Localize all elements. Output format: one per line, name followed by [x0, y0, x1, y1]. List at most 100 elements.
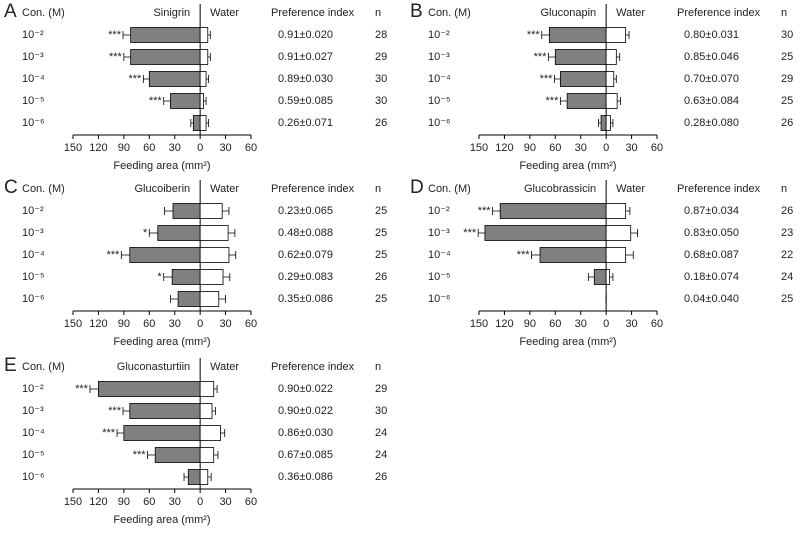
preference-index: 0.28±0.080	[684, 117, 739, 129]
x-tick-label: 30	[169, 496, 181, 508]
bar	[171, 269, 201, 285]
error-bar	[120, 251, 130, 259]
bar	[199, 269, 224, 285]
pi-header: Preference index	[271, 183, 355, 195]
n-header: n	[375, 361, 381, 373]
x-tick-label: 150	[64, 318, 82, 330]
bar	[499, 203, 607, 219]
bar	[123, 425, 201, 441]
preference-index: 0.85±0.046	[684, 51, 739, 63]
x-tick-label: 30	[219, 318, 231, 330]
category-header: Con. (M)	[428, 183, 471, 195]
n-value: 28	[375, 29, 387, 41]
error-bar	[477, 229, 485, 237]
bar	[593, 269, 607, 285]
x-axis-label: Feeding area (mm²)	[113, 160, 210, 172]
category-label: 10⁻³	[22, 405, 44, 417]
significance: ***	[534, 51, 548, 63]
error-bar	[163, 273, 173, 281]
preference-index: 0.48±0.088	[278, 227, 333, 239]
n-value: 30	[375, 405, 387, 417]
category-label: 10⁻²	[22, 29, 44, 41]
bar	[154, 447, 201, 463]
bar	[199, 49, 209, 65]
error-bar	[625, 207, 631, 215]
x-tick-label: 0	[603, 142, 609, 154]
bar	[199, 469, 209, 485]
x-tick-label: 60	[245, 496, 257, 508]
n-value: 25	[375, 293, 387, 305]
compound-header: Glucoiberin	[135, 183, 191, 195]
error-bar	[598, 119, 602, 127]
category-header: Con. (M)	[22, 7, 65, 19]
n-value: 22	[781, 249, 793, 261]
bar	[605, 269, 610, 285]
category-header: Con. (M)	[22, 183, 65, 195]
preference-index: 0.18±0.074	[684, 271, 739, 283]
n-value: 25	[375, 205, 387, 217]
n-value: 24	[375, 449, 387, 461]
x-tick-label: 30	[219, 142, 231, 154]
bar	[199, 247, 230, 263]
x-tick-label: 60	[143, 318, 155, 330]
pi-header: Preference index	[271, 361, 355, 373]
preference-index: 0.23±0.065	[278, 205, 333, 217]
bar	[157, 225, 201, 241]
bar	[199, 93, 204, 109]
significance: ***	[546, 95, 560, 107]
error-bar	[625, 251, 634, 259]
error-bar	[609, 273, 614, 281]
error-bar	[89, 385, 99, 393]
x-tick-label: 120	[495, 142, 513, 154]
significance: ***	[133, 449, 147, 461]
error-bar	[610, 119, 614, 127]
water-header: Water	[210, 7, 239, 19]
significance: ***	[109, 51, 123, 63]
preference-index: 0.62±0.079	[278, 249, 333, 261]
panel-label: B	[410, 1, 423, 22]
n-value: 25	[781, 51, 793, 63]
n-value: 29	[375, 383, 387, 395]
pi-header: Preference index	[677, 183, 761, 195]
error-bar	[222, 207, 230, 215]
pi-header: Preference index	[677, 7, 761, 19]
bar	[605, 203, 627, 219]
x-tick-label: 60	[245, 142, 257, 154]
preference-index: 0.36±0.086	[278, 471, 333, 483]
error-bar	[207, 53, 211, 61]
x-tick-label: 0	[197, 318, 203, 330]
n-value: 25	[781, 95, 793, 107]
compound-header: Sinigrin	[153, 7, 190, 19]
category-label: 10⁻⁵	[428, 271, 451, 283]
n-header: n	[375, 183, 381, 195]
error-bar	[625, 31, 630, 39]
preference-index: 0.90±0.022	[278, 383, 333, 395]
x-tick-label: 150	[470, 142, 488, 154]
bar	[199, 381, 215, 397]
bar	[548, 27, 607, 43]
significance: ***	[106, 249, 120, 261]
error-bar	[616, 53, 621, 61]
error-bar	[630, 229, 638, 237]
x-tick-label: 60	[143, 496, 155, 508]
compound-header: Gluconasturtiin	[117, 361, 190, 373]
error-bar	[207, 31, 211, 39]
bar	[199, 225, 229, 241]
error-bar	[548, 53, 556, 61]
x-tick-label: 90	[524, 318, 536, 330]
category-label: 10⁻³	[22, 51, 44, 63]
bar	[98, 381, 201, 397]
category-label: 10⁻⁶	[22, 117, 45, 129]
bar	[199, 27, 209, 43]
bar	[600, 115, 607, 131]
x-tick-label: 90	[118, 142, 130, 154]
x-tick-label: 30	[575, 142, 587, 154]
error-bar	[148, 229, 158, 237]
pi-header: Preference index	[271, 7, 355, 19]
bar	[554, 49, 607, 65]
error-bar	[531, 251, 541, 259]
x-axis-label: Feeding area (mm²)	[113, 514, 210, 526]
n-value: 29	[375, 51, 387, 63]
bar	[484, 225, 607, 241]
